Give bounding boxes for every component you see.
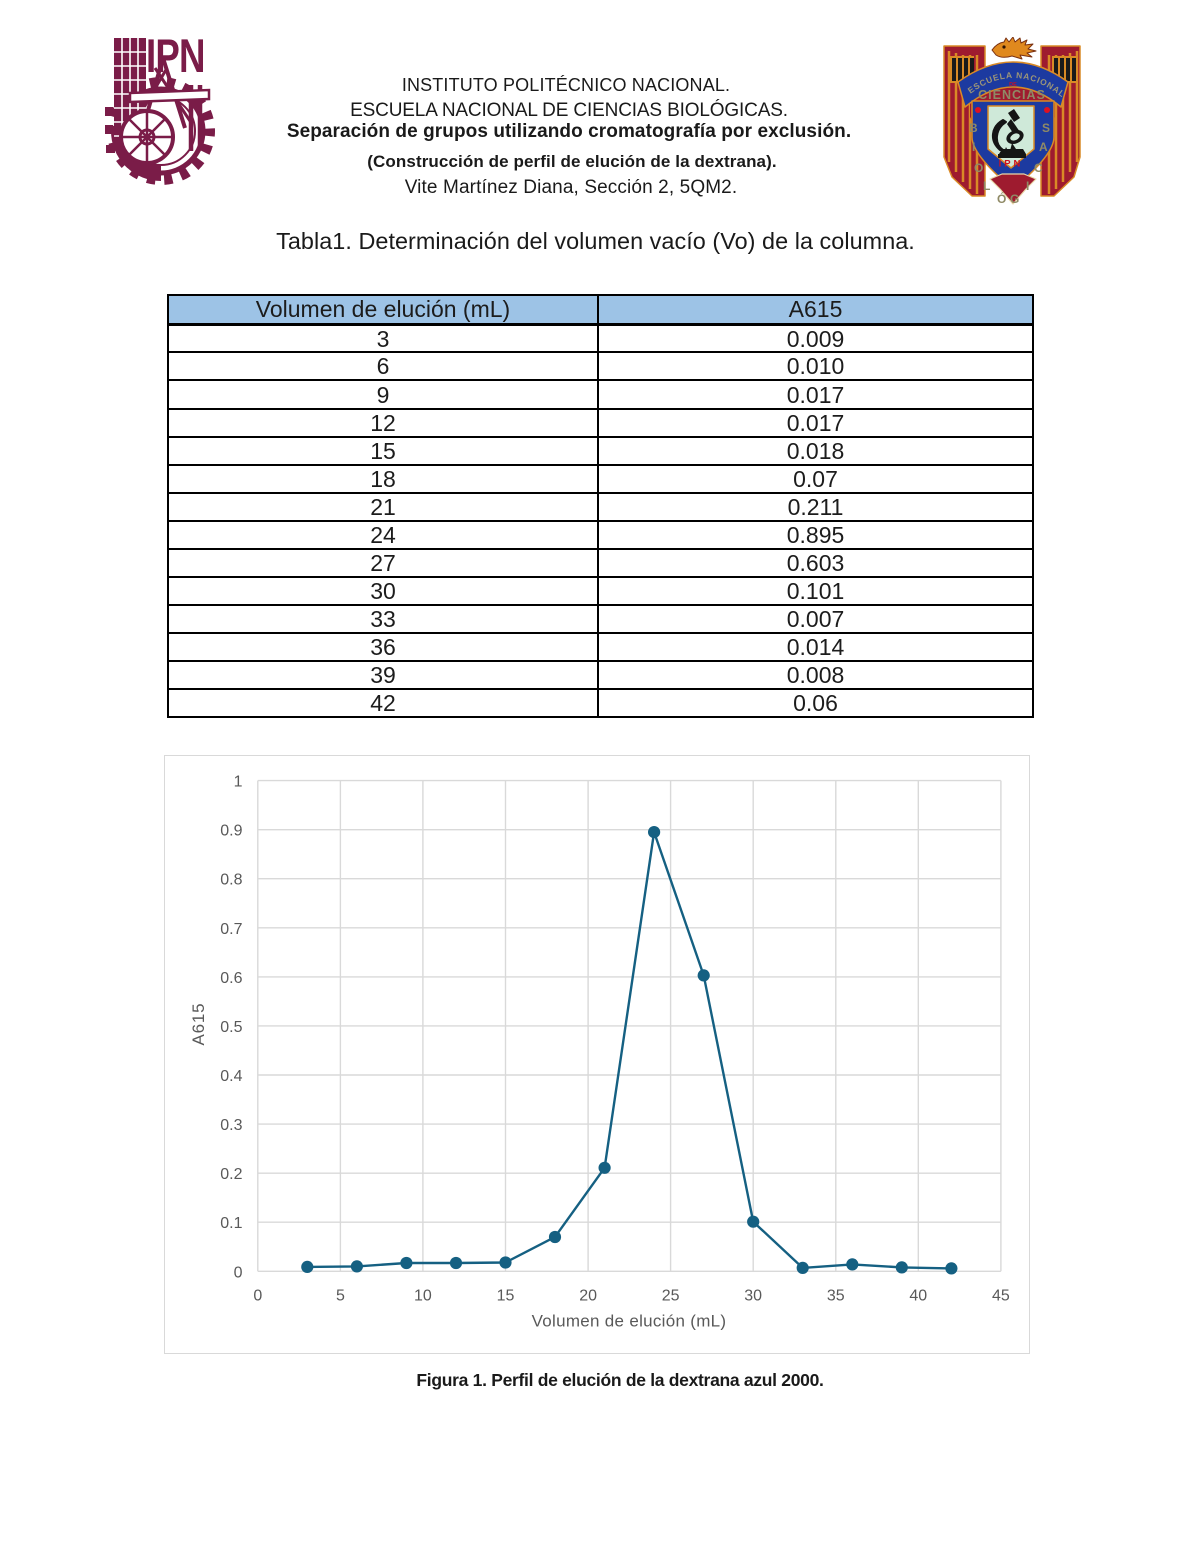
svg-text:B: B — [969, 121, 978, 135]
svg-text:I: I — [1026, 179, 1029, 193]
svg-text:CIENCIAS: CIENCIAS — [978, 88, 1046, 102]
svg-text:1: 1 — [233, 774, 242, 791]
svg-text:S: S — [1042, 121, 1050, 135]
svg-text:15: 15 — [496, 1287, 514, 1304]
svg-text:O: O — [974, 161, 983, 175]
svg-text:C: C — [1034, 161, 1043, 175]
svg-text:5: 5 — [335, 1287, 344, 1304]
svg-text:0: 0 — [233, 1264, 242, 1281]
svg-text:0.8: 0.8 — [220, 872, 242, 889]
svg-text:Ó: Ó — [997, 191, 1006, 206]
svg-text:30: 30 — [744, 1287, 762, 1304]
svg-text:IPN: IPN — [999, 159, 1024, 170]
svg-text:0.7: 0.7 — [220, 921, 242, 938]
svg-text:40: 40 — [909, 1287, 927, 1304]
svg-text:25: 25 — [661, 1287, 679, 1304]
svg-text:A: A — [1039, 140, 1048, 154]
svg-text:0.3: 0.3 — [220, 1117, 242, 1134]
svg-text:Volumen de elución (mL): Volumen de elución (mL) — [531, 1311, 726, 1330]
svg-text:0.2: 0.2 — [220, 1166, 242, 1183]
svg-text:L: L — [983, 179, 990, 193]
svg-text:10: 10 — [414, 1287, 432, 1304]
svg-text:45: 45 — [992, 1287, 1010, 1304]
svg-text:I: I — [972, 140, 975, 154]
svg-text:DE: DE — [1009, 82, 1017, 88]
svg-text:20: 20 — [579, 1287, 597, 1304]
svg-text:IPN: IPN — [146, 33, 205, 82]
svg-text:0.9: 0.9 — [220, 823, 242, 840]
svg-text:G: G — [1010, 192, 1019, 206]
svg-text:0.5: 0.5 — [220, 1019, 242, 1036]
svg-text:0.1: 0.1 — [220, 1215, 242, 1232]
svg-text:0.6: 0.6 — [220, 970, 242, 987]
svg-text:35: 35 — [826, 1287, 844, 1304]
svg-text:0.4: 0.4 — [220, 1068, 242, 1085]
svg-text:0: 0 — [253, 1287, 262, 1304]
svg-text:A615: A615 — [188, 1003, 207, 1046]
